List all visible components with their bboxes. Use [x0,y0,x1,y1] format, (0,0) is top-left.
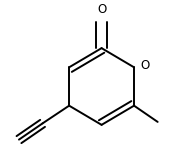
Text: O: O [97,3,106,16]
Text: O: O [140,59,149,72]
